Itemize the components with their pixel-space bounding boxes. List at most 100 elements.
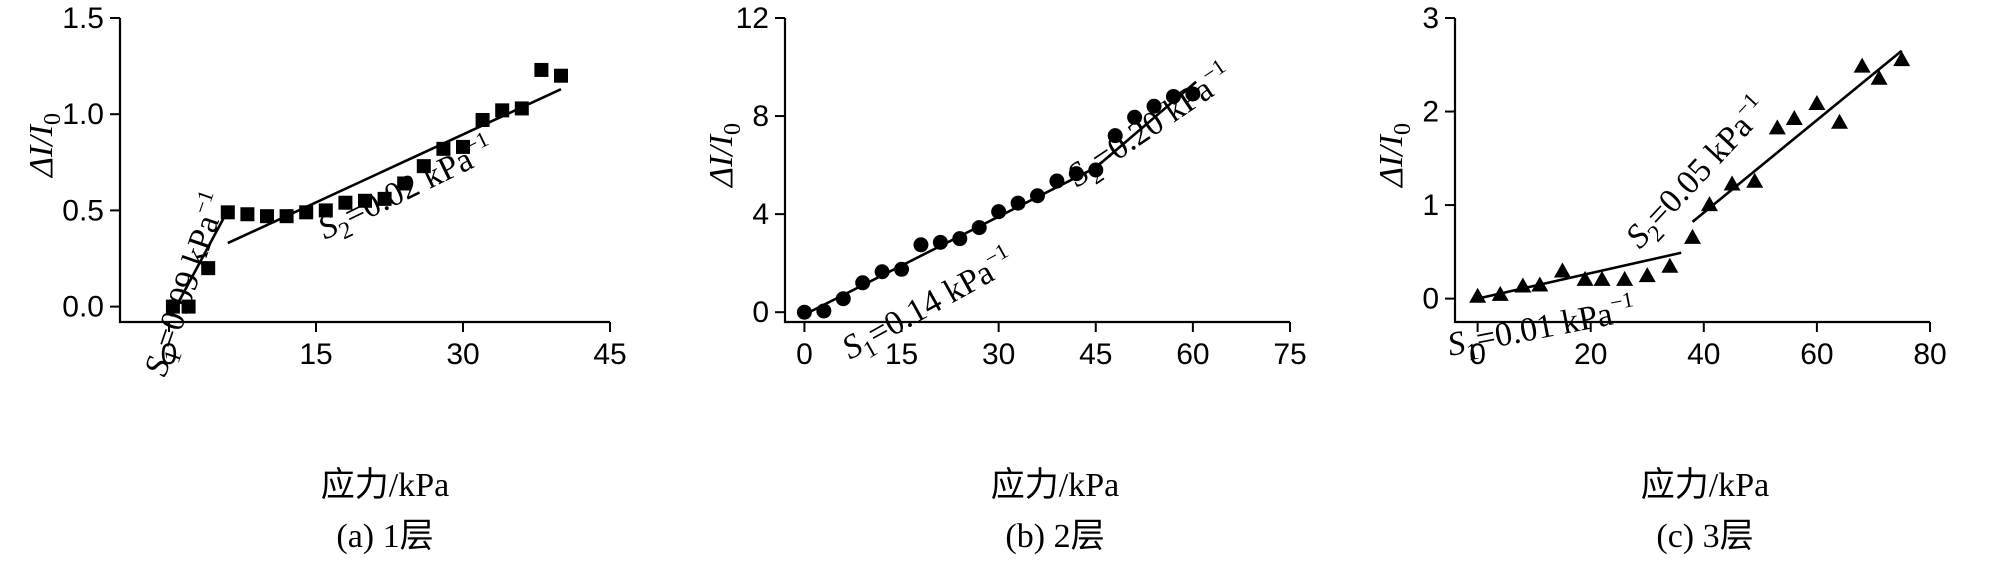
fit-line-2: [227, 88, 562, 245]
fit-line-2: [1691, 49, 1903, 223]
data-point: [1768, 119, 1786, 135]
x-tick-label: 60: [1800, 338, 1833, 371]
data-point: [436, 141, 451, 156]
data-point: [201, 261, 216, 276]
x-tick-label: 40: [1687, 338, 1720, 371]
data-point: [1107, 128, 1123, 144]
data-point: [1049, 173, 1065, 189]
chart-caption: (b) 2层: [1005, 518, 1104, 555]
data-point: [1661, 257, 1679, 273]
data-point: [181, 299, 196, 314]
data-point: [1469, 287, 1487, 303]
x-tick-label: 15: [299, 338, 332, 371]
data-point: [1638, 267, 1656, 283]
data-point: [1831, 113, 1849, 129]
data-point: [1068, 166, 1084, 182]
data-point: [475, 112, 490, 127]
data-point: [1785, 110, 1803, 126]
axes: [118, 18, 610, 324]
slope-annotation-2: S2=0.02 kPa−1: [310, 126, 502, 253]
x-tick-label: 45: [1079, 338, 1112, 371]
x-axis-label: 应力/kPa: [991, 466, 1119, 504]
data-point: [1165, 88, 1181, 104]
data-point: [1491, 285, 1509, 301]
data-point: [1576, 270, 1594, 286]
x-axis-label: 应力/kPa: [1641, 466, 1769, 504]
data-point: [1870, 69, 1888, 85]
y-axis-label: ΔI/I0: [1373, 123, 1416, 189]
fit-line-1: [1477, 251, 1682, 300]
x-tick-label: 15: [885, 338, 918, 371]
data-point: [1146, 98, 1162, 114]
data-point: [932, 234, 948, 250]
data-point: [377, 191, 392, 206]
fit-line-1: [803, 166, 1097, 316]
y-tick-label: 0: [752, 296, 769, 329]
data-point: [279, 209, 294, 224]
y-tick-label: 0: [1422, 283, 1439, 316]
y-axis-label: ΔI/I0: [23, 113, 66, 179]
y-tick-label: 1.5: [62, 2, 104, 35]
x-tick-label: 45: [593, 338, 626, 371]
data-point: [397, 176, 412, 191]
x-tick-label: 20: [1574, 338, 1607, 371]
data-point: [1700, 196, 1718, 212]
data-point: [991, 204, 1007, 220]
y-tick-label: 0.0: [62, 291, 104, 324]
data-point: [1185, 86, 1201, 102]
data-point: [1127, 109, 1143, 125]
y-tick-label: 0.5: [62, 194, 104, 227]
data-point: [913, 237, 929, 253]
data-point: [260, 209, 274, 224]
data-point: [1893, 51, 1911, 67]
data-point: [495, 103, 510, 118]
x-tick-label: 0: [796, 338, 813, 371]
y-axis-label: ΔI/I0: [703, 123, 746, 189]
data-point: [1030, 188, 1045, 204]
data-point: [1616, 270, 1634, 286]
data-point: [1531, 276, 1549, 292]
data-point: [220, 205, 235, 220]
data-point: [855, 275, 871, 291]
data-point: [165, 299, 180, 314]
data-point: [1723, 175, 1741, 191]
x-tick-label: 0: [161, 338, 178, 371]
x-tick-label: 80: [1913, 338, 1946, 371]
data-point: [299, 205, 314, 220]
x-tick-label: 30: [446, 338, 479, 371]
axes: [783, 18, 1290, 324]
y-tick-label: 1.0: [62, 98, 104, 131]
axes: [1453, 18, 1930, 324]
y-tick-label: 4: [752, 198, 769, 231]
data-point: [835, 291, 851, 307]
x-tick-label: 75: [1273, 338, 1306, 371]
y-tick-label: 8: [752, 100, 769, 133]
data-point: [554, 68, 568, 83]
y-tick-label: 12: [736, 2, 769, 35]
y-tick-label: 3: [1422, 2, 1439, 35]
chart-caption: (c) 3层: [1656, 518, 1753, 555]
x-tick-label: 30: [982, 338, 1015, 371]
data-point: [894, 261, 910, 277]
y-tick-label: 2: [1422, 96, 1439, 129]
data-point: [240, 207, 255, 222]
data-point: [1684, 228, 1701, 244]
plot-area: 0 15 30 45 0.0 0.5 1.0 1.5: [62, 2, 626, 371]
data-point: [456, 139, 470, 154]
data-point: [874, 264, 890, 280]
data-point: [1593, 270, 1611, 286]
data-point: [416, 159, 431, 174]
data-point: [971, 220, 987, 236]
chart-caption: (a) 1层: [336, 518, 433, 555]
x-axis-label: 应力/kPa: [321, 466, 449, 504]
x-tick-label: 60: [1176, 338, 1209, 371]
plot-area: 0 20 40 60 80 0 1 2 3: [1422, 2, 1946, 371]
data-point: [1853, 57, 1871, 73]
data-point: [338, 195, 353, 210]
slope-annotation-2: S2=0.05 kPa−1: [1615, 87, 1780, 259]
data-point: [358, 193, 372, 208]
data-point: [952, 231, 968, 247]
data-point: [514, 101, 529, 116]
chart-panel-a: 0 15 30 450.00.51.01.5 应力/kPa ΔI/I0 (a) 1层 …: [23, 2, 627, 555]
